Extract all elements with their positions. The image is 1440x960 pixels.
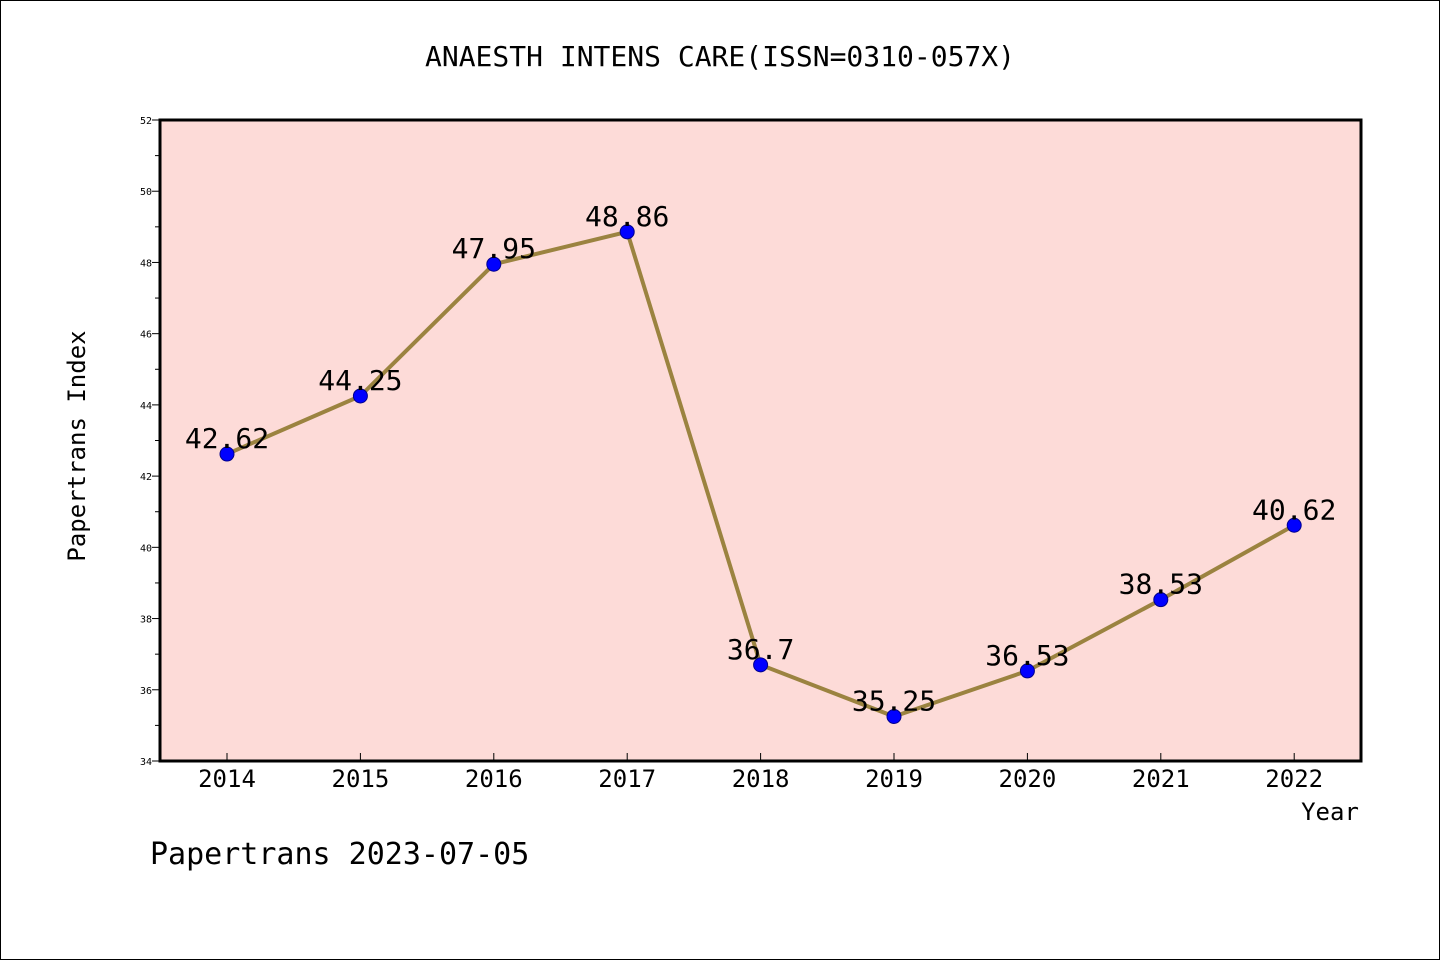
data-label: 42.62	[185, 422, 269, 455]
data-point	[1153, 592, 1169, 608]
x-axis-label: Year	[1301, 798, 1359, 826]
chart-title: ANAESTH INTENS CARE(ISSN=0310-057X)	[425, 40, 1015, 73]
plot-area	[160, 120, 1361, 761]
x-axis-ticks: 2014 2015 2016 2017 2018 2019 2020 2021 2022	[198, 753, 1323, 793]
y-tick-label: 52	[140, 116, 152, 127]
data-point	[619, 224, 635, 240]
x-tick-label: 2018	[732, 765, 790, 793]
data-label: 48.86	[585, 200, 669, 233]
y-tick-label: 50	[140, 187, 152, 198]
x-tick-label: 2014	[198, 765, 256, 793]
data-label: 40.62	[1252, 493, 1336, 526]
data-points	[219, 224, 1302, 724]
data-label: 36.53	[985, 639, 1069, 672]
data-point	[1019, 663, 1035, 679]
x-tick-label: 2016	[465, 765, 523, 793]
x-tick-label: 2022	[1265, 765, 1323, 793]
data-point	[486, 256, 502, 272]
y-tick-label: 36	[140, 686, 152, 697]
x-tick-label: 2017	[598, 765, 656, 793]
data-point	[219, 446, 235, 462]
x-tick-label: 2021	[1132, 765, 1190, 793]
y-tick-label: 42	[140, 472, 152, 483]
data-point	[886, 708, 902, 724]
y-tick-label: 34	[140, 757, 152, 768]
y-tick-label: 44	[140, 401, 152, 412]
y-tick-label: 48	[140, 258, 152, 269]
data-label: 35.25	[852, 684, 936, 717]
plot-border	[158, 118, 1363, 763]
data-label: 36.7	[727, 633, 794, 666]
data-label: 38.53	[1119, 568, 1203, 601]
data-label: 47.95	[452, 232, 536, 265]
x-tick-label: 2020	[999, 765, 1057, 793]
x-tick-label: 2015	[332, 765, 390, 793]
data-point	[753, 657, 769, 673]
data-labels: 42.62 44.25 47.95 48.86 36.7 35.25 36.53 38.53 4…	[185, 200, 1336, 718]
data-label: 44.25	[318, 364, 402, 397]
data-point	[1286, 517, 1302, 533]
y-axis-ticks: 34 36 38 40 42 44 46 48 50 52	[140, 116, 160, 768]
data-point	[352, 388, 368, 404]
y-tick-label: 38	[140, 615, 152, 626]
y-axis-label: Papertrans Index	[63, 330, 91, 561]
y-tick-label: 46	[140, 330, 152, 341]
x-tick-label: 2019	[865, 765, 923, 793]
footer-date: Papertrans 2023-07-05	[150, 837, 529, 872]
y-tick-label: 40	[140, 543, 152, 554]
